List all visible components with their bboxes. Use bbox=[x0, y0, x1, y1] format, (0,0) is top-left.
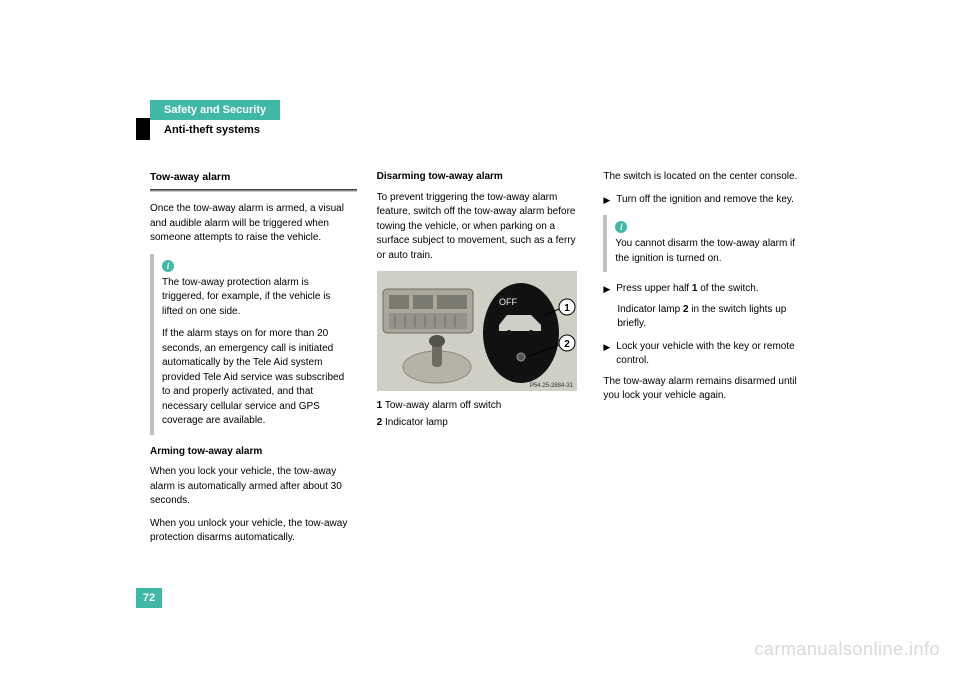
bullet-icon: ▶ bbox=[603, 340, 610, 369]
info-icon: i bbox=[162, 260, 174, 272]
svg-text:P54.25-2884-31: P54.25-2884-31 bbox=[530, 383, 574, 389]
col3-step1-text: Turn off the ignition and remove the key… bbox=[616, 193, 794, 208]
col3-step2-text: Press upper half 1 of the switch. bbox=[616, 282, 758, 297]
col1-note: i The tow-away protection alarm is trigg… bbox=[150, 254, 357, 435]
svg-text:OFF: OFF bbox=[499, 297, 517, 307]
col3-intro: The switch is located on the center cons… bbox=[603, 170, 810, 185]
col1-subhead: Arming tow-away alarm bbox=[150, 445, 357, 460]
col1-note-p2: If the alarm stays on for more than 20 s… bbox=[162, 327, 351, 429]
col1-rule bbox=[150, 189, 357, 192]
chapter-tab: Safety and Security bbox=[150, 100, 280, 120]
col1-p2: When you unlock your vehicle, the tow-aw… bbox=[150, 517, 357, 546]
watermark: carmanualsonline.info bbox=[754, 639, 940, 660]
page-content: Safety and Security Anti-theft systems T… bbox=[150, 100, 810, 554]
page-header: Safety and Security Anti-theft systems bbox=[150, 100, 810, 140]
svg-text:2: 2 bbox=[564, 339, 570, 350]
col2-intro: To prevent triggering the tow-away alarm… bbox=[377, 191, 584, 264]
bullet-icon: ▶ bbox=[603, 282, 610, 297]
col1-note-p1: The tow-away protection alarm is trigger… bbox=[162, 276, 351, 320]
svg-text:1: 1 bbox=[564, 303, 570, 314]
col2-title: Disarming tow-away alarm bbox=[377, 170, 584, 185]
col3-outro: The tow-away alarm remains disarmed unti… bbox=[603, 375, 810, 404]
col3-note: i You cannot disarm the tow-away alarm i… bbox=[603, 215, 810, 272]
col3-note-text: You cannot disarm the tow-away alarm if … bbox=[615, 237, 804, 266]
column-3: The switch is located on the center cons… bbox=[603, 170, 810, 554]
figure-svg: OFF 1 2 P54.25-2884-31 bbox=[377, 271, 577, 391]
column-1: Tow-away alarm Once the tow-away alarm i… bbox=[150, 170, 357, 554]
section-title: Anti-theft systems bbox=[150, 120, 810, 140]
col3-step2-after: Indicator lamp 2 in the switch lights up… bbox=[617, 303, 810, 332]
col3-step1: ▶ Turn off the ignition and remove the k… bbox=[603, 193, 810, 208]
content-columns: Tow-away alarm Once the tow-away alarm i… bbox=[150, 170, 810, 554]
page-number: 72 bbox=[136, 588, 162, 608]
col3-step2: ▶ Press upper half 1 of the switch. bbox=[603, 282, 810, 297]
header-marker bbox=[136, 118, 150, 140]
col1-intro: Once the tow-away alarm is armed, a visu… bbox=[150, 202, 357, 246]
col1-title: Tow-away alarm bbox=[150, 170, 357, 185]
fig-caption-1: 1 Tow-away alarm off switch bbox=[377, 399, 584, 414]
col3-step3: ▶ Lock your vehicle with the key or remo… bbox=[603, 340, 810, 369]
fig-caption-2: 2 Indicator lamp bbox=[377, 416, 584, 431]
col1-p1: When you lock your vehicle, the tow-away… bbox=[150, 465, 357, 509]
column-2: Disarming tow-away alarm To prevent trig… bbox=[377, 170, 584, 554]
bullet-icon: ▶ bbox=[603, 193, 610, 208]
info-icon: i bbox=[615, 221, 627, 233]
col3-step3-text: Lock your vehicle with the key or remote… bbox=[616, 340, 810, 369]
tow-away-switch-figure: OFF 1 2 P54.25-2884-31 bbox=[377, 271, 577, 391]
